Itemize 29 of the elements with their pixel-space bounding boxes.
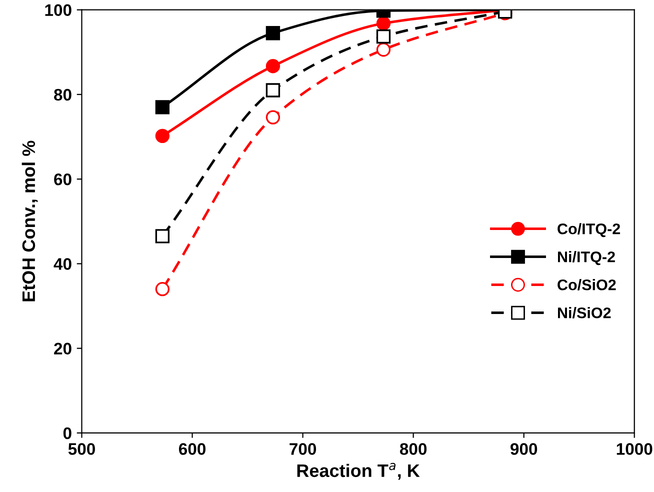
legend-label: Co/SiO2	[558, 279, 616, 290]
point	[266, 83, 280, 98]
point	[376, 42, 391, 57]
point	[376, 29, 391, 44]
point	[155, 282, 170, 296]
x-tick-label: 500	[68, 443, 95, 455]
x-tick-label: 700	[290, 443, 316, 455]
y-tick-label: 20	[54, 342, 72, 355]
point	[266, 59, 280, 74]
y-tick-label: 60	[54, 173, 72, 186]
point	[376, 16, 391, 30]
y-axis-title: EtOH Conv., mol %	[22, 140, 38, 302]
y-tick-label: 0	[63, 427, 72, 440]
x-axis-title: Reaction T$^{a}$, K	[297, 462, 420, 480]
x-tick-label: 1000	[616, 443, 652, 455]
x-tick-label: 900	[510, 443, 538, 455]
point	[266, 110, 280, 124]
y-tick-label: 100	[45, 4, 72, 16]
y-tick-label: 40	[54, 258, 72, 270]
legend-label: Ni/SiO2	[558, 307, 611, 318]
point	[155, 229, 170, 244]
x-tick-label: 800	[400, 443, 427, 455]
point	[266, 26, 280, 40]
point	[155, 100, 170, 114]
legend-label: Ni/ITQ-2	[558, 251, 615, 266]
x-tick-label: 600	[178, 443, 206, 455]
y-tick-label: 80	[54, 88, 72, 101]
point	[155, 128, 170, 144]
legend-label: Co/ITQ-2	[558, 223, 620, 238]
